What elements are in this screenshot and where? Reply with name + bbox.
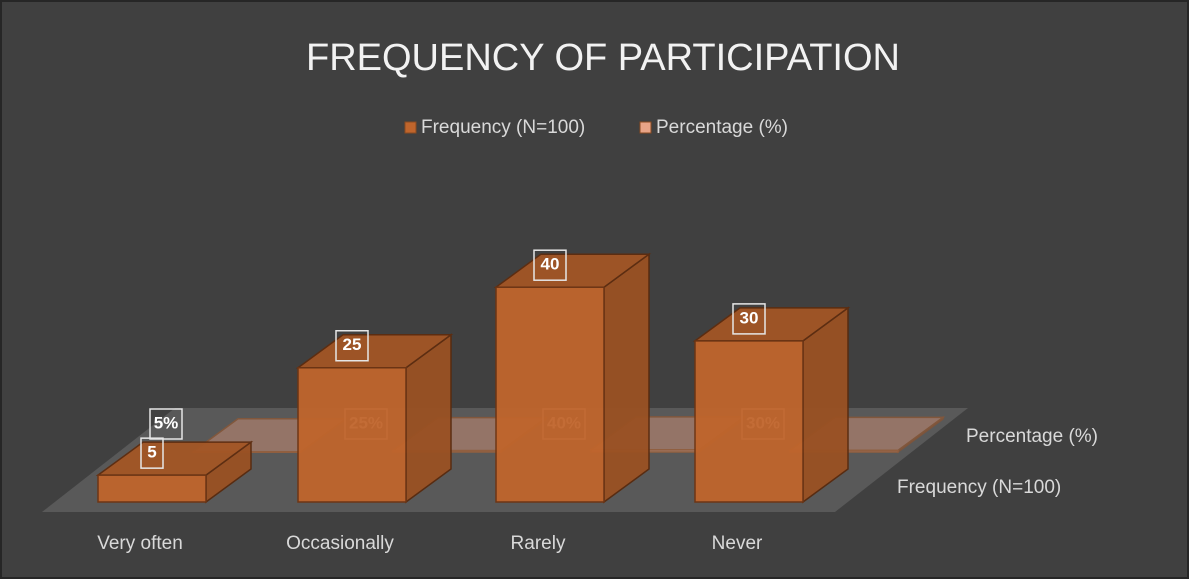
bar-side	[603, 252, 650, 504]
data-label: 40	[533, 249, 567, 281]
data-label: 25	[335, 330, 369, 362]
legend-label: Frequency (N=100)	[421, 117, 585, 138]
data-label-text: 5	[147, 443, 156, 462]
x-tick-label: Never	[712, 533, 763, 554]
depth-axis-label: Percentage (%)	[966, 426, 1098, 447]
data-label: 30	[732, 303, 766, 335]
data-label-box	[533, 249, 567, 281]
data-label-box	[732, 303, 766, 335]
legend-swatch	[404, 121, 417, 134]
data-label: 5%	[149, 408, 183, 440]
data-label-text: 40	[541, 255, 560, 274]
x-tick-label: Occasionally	[286, 533, 394, 554]
x-tick-label: Rarely	[511, 533, 566, 554]
bar-side	[802, 306, 849, 504]
legend: Frequency (N=100) Percentage (%)	[404, 117, 788, 138]
bar-front	[694, 340, 804, 503]
bar	[692, 306, 851, 504]
data-label-box	[140, 437, 164, 469]
depth-axis-label: Frequency (N=100)	[897, 477, 1061, 498]
x-tick-label: Very often	[97, 533, 183, 554]
bar-front	[495, 286, 605, 503]
bar	[493, 252, 652, 504]
bar	[295, 333, 454, 504]
legend-label: Percentage (%)	[656, 117, 788, 138]
bar-front	[297, 367, 407, 503]
data-label: 5	[140, 437, 164, 469]
data-label-box	[149, 408, 183, 440]
chart-title: FREQUENCY OF PARTICIPATION	[306, 37, 900, 79]
bar	[95, 440, 254, 504]
data-label-box	[335, 330, 369, 362]
bar-front	[97, 474, 207, 503]
data-label-text: 25	[343, 335, 362, 354]
data-label-text: 30	[740, 308, 759, 327]
data-label-text: 5%	[154, 413, 179, 432]
legend-swatch	[639, 121, 652, 134]
